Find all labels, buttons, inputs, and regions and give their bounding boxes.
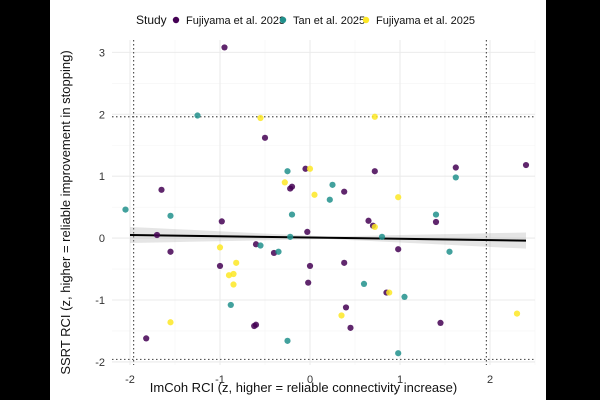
data-point (401, 293, 408, 301)
legend-label: Fujiyama et al. 2023 (186, 15, 285, 27)
data-point (221, 44, 228, 51)
data-point (306, 262, 314, 270)
data-point (446, 248, 453, 255)
data-point (437, 319, 444, 327)
data-point (378, 233, 386, 240)
y-tick-label: -1 (95, 295, 105, 307)
data-point (230, 281, 237, 288)
y-tick-label: 2 (99, 109, 105, 121)
data-point (522, 161, 530, 169)
x-tick-label: 1 (397, 374, 403, 386)
grid-major (112, 40, 535, 365)
data-point (452, 164, 459, 171)
data-point (287, 185, 294, 192)
data-point (194, 112, 201, 119)
data-point (302, 165, 309, 172)
data-point (360, 280, 368, 288)
legend-label: Fujiyama et al. 2025 (376, 15, 475, 27)
fit-line (129, 234, 527, 242)
data-point (257, 114, 264, 122)
data-point (371, 113, 378, 120)
data-point (281, 179, 288, 186)
data-point (305, 279, 312, 286)
scatter-chart: Study Fujiyama et al. 2023 Tan et al. 202… (58, 13, 536, 395)
data-point (167, 212, 174, 219)
data-point (257, 242, 264, 249)
data-point (261, 134, 269, 141)
data-point (365, 217, 372, 224)
legend-label: Tan et al. 2025 (293, 15, 365, 27)
data-point (122, 206, 129, 213)
x-axis-ticks: -2 -1 0 1 2 (125, 374, 493, 386)
data-point (513, 310, 521, 317)
data-point (342, 304, 350, 311)
y-tick-label: 1 (99, 171, 105, 183)
data-point (347, 324, 354, 331)
data-point (371, 168, 378, 175)
data-point (216, 262, 224, 270)
data-point (341, 188, 348, 195)
fit-line-group (129, 227, 527, 249)
data-point (216, 244, 224, 251)
data-point (371, 223, 378, 231)
x-tick-label: 0 (307, 374, 313, 386)
data-point (432, 218, 440, 226)
y-tick-label: 0 (99, 233, 105, 245)
data-point (158, 186, 165, 193)
data-point (287, 233, 294, 240)
data-point (233, 259, 240, 266)
legend-title: Study (136, 13, 167, 27)
data-point (395, 246, 402, 253)
legend-key (172, 16, 180, 24)
x-tick-label: -1 (215, 374, 225, 386)
data-point (329, 181, 336, 188)
x-axis-title: ImCoh RCI (z, higher = reliable connecti… (150, 380, 457, 395)
x-tick-label: 2 (487, 374, 493, 386)
data-point (311, 191, 318, 198)
data-point (452, 174, 459, 181)
data-point (395, 350, 402, 357)
data-point (225, 272, 233, 279)
data-point (386, 289, 393, 296)
data-point (284, 168, 291, 175)
reference-lines (112, 40, 535, 365)
scatter-figure: Study Fujiyama et al. 2023 Tan et al. 202… (50, 0, 546, 400)
y-tick-label: 3 (99, 47, 105, 59)
data-point (341, 259, 348, 266)
data-point (326, 196, 333, 203)
y-axis-ticks: -2 -1 0 1 2 3 (95, 47, 105, 369)
data-point (167, 319, 174, 326)
data-point (143, 335, 150, 342)
y-tick-label: -2 (95, 357, 105, 369)
data-point (432, 211, 440, 218)
data-point (304, 228, 311, 236)
data-point (395, 194, 402, 201)
data-point (227, 301, 234, 309)
y-axis-title: SSRT RCI (z, higher = reliable improveme… (58, 50, 73, 374)
grid-minor (112, 40, 536, 365)
data-point (338, 312, 345, 319)
data-point (251, 322, 258, 330)
legend-key (362, 16, 370, 24)
data-point (218, 218, 225, 225)
data-point (306, 165, 314, 172)
data-point (153, 231, 161, 239)
data-point (288, 211, 296, 218)
data-point (284, 337, 291, 344)
data-points (122, 44, 530, 357)
data-point (275, 248, 282, 255)
data-point (167, 248, 174, 255)
x-tick-label: -2 (125, 374, 135, 386)
legend: Study Fujiyama et al. 2023 Tan et al. 202… (136, 13, 475, 27)
legend-key (279, 16, 287, 24)
